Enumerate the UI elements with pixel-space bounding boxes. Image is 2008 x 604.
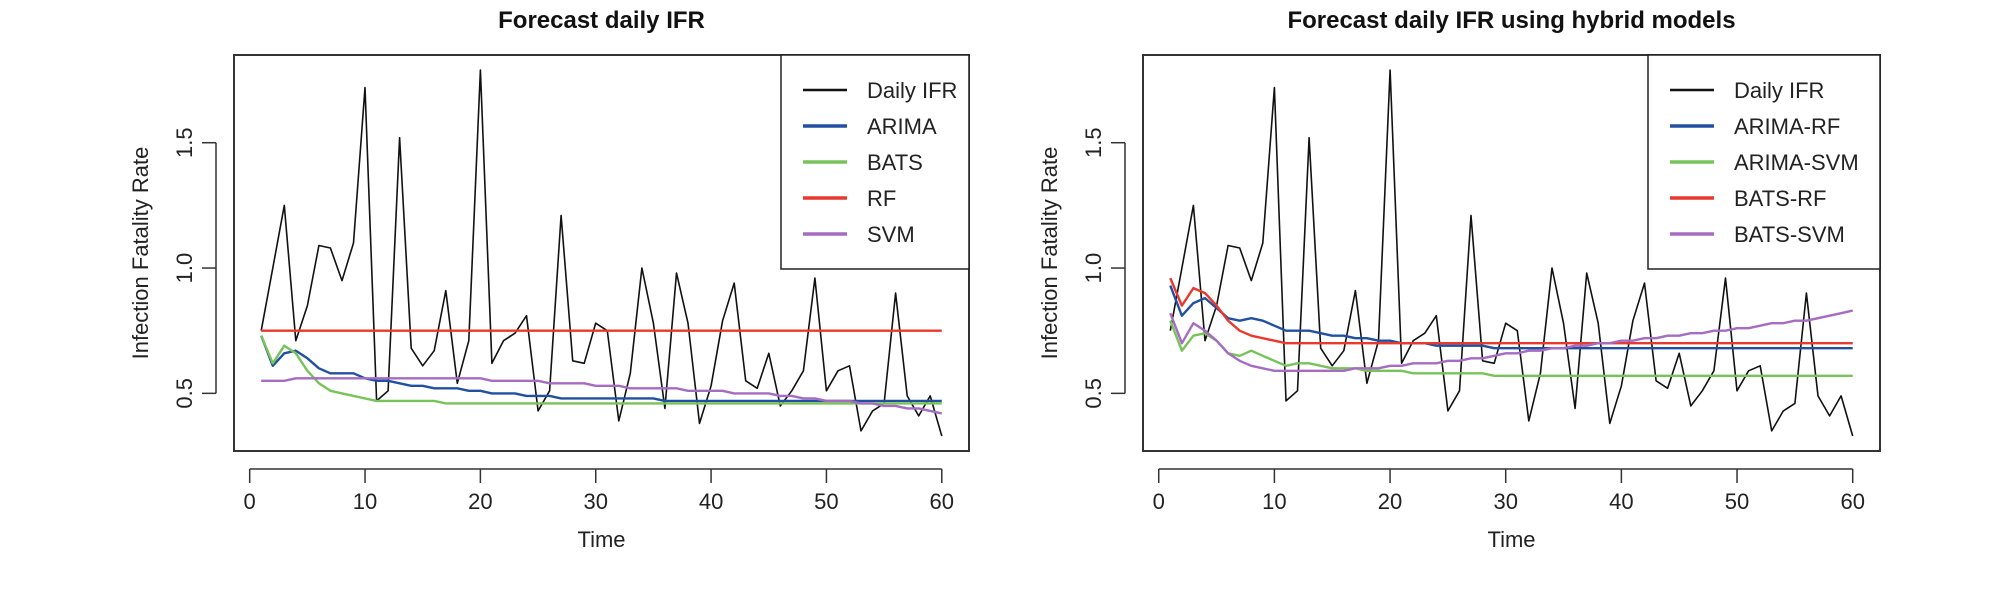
x-tick-label: 60: [1840, 489, 1864, 514]
x-tick-label: 50: [814, 489, 838, 514]
x-axis-label: Time: [577, 527, 625, 552]
y-tick-label: 1.0: [172, 253, 197, 284]
chart-forecast-daily-ifr: Forecast daily IFR 0 10 20 30 40 50 60 Time 0.5 1.…: [128, 7, 970, 552]
x-tick-label: 50: [1725, 489, 1749, 514]
y-axis-label: Infection Fatality Rate: [1037, 147, 1062, 360]
legend-label: SVM: [867, 222, 915, 247]
legend-label: BATS: [867, 150, 923, 175]
y-tick-label: 1.5: [172, 127, 197, 158]
series-line-bats-rf: [1169, 277, 1853, 345]
y-tick-label: 1.5: [1081, 127, 1106, 158]
chart-forecast-hybrid-models: Forecast daily IFR using hybrid models 0 1…: [1037, 7, 1881, 552]
legend: Daily IFR ARIMA-RF ARIMA-SVM BATS-RF BATS-SV…: [1647, 54, 1881, 270]
x-tick-label: 30: [1493, 489, 1517, 514]
y-tick-label: 1.0: [1081, 253, 1106, 284]
series-line-arima: [260, 335, 942, 403]
legend-label: ARIMA: [867, 114, 937, 139]
x-tick-label: 40: [699, 489, 723, 514]
chart-title: Forecast daily IFR: [498, 7, 705, 34]
series-line-bats-svm: [1169, 309, 1853, 372]
series-line-bats: [260, 335, 942, 405]
series-line-daily-ifr: [1169, 69, 1854, 437]
x-tick-label: 60: [930, 489, 954, 514]
x-tick-label: 20: [468, 489, 492, 514]
x-axis-label: Time: [1487, 527, 1535, 552]
series-line-arima-rf: [1169, 285, 1853, 350]
legend: Daily IFR ARIMA BATS RF SVM: [780, 54, 970, 270]
legend-label: Daily IFR: [867, 78, 957, 103]
x-tick-label: 0: [244, 489, 256, 514]
y-tick-label: 0.5: [172, 378, 197, 409]
x-tick-label: 20: [1378, 489, 1402, 514]
y-tick-label: 0.5: [1081, 378, 1106, 409]
legend-label: ARIMA-RF: [1734, 114, 1840, 139]
y-axis-label: Infection Fatality Rate: [128, 147, 153, 360]
series-line-arima-svm: [1169, 320, 1853, 377]
x-tick-label: 30: [583, 489, 607, 514]
chart-title: Forecast daily IFR using hybrid models: [1287, 7, 1735, 34]
legend-label: BATS-SVM: [1734, 222, 1845, 247]
legend-label: RF: [867, 186, 896, 211]
series-line-svm: [261, 377, 943, 415]
series-line-daily-ifr: [260, 69, 943, 437]
legend-label: Daily IFR: [1734, 78, 1824, 103]
x-tick-label: 10: [1262, 489, 1286, 514]
x-tick-label: 10: [353, 489, 377, 514]
x-tick-label: 40: [1609, 489, 1633, 514]
x-tick-label: 0: [1153, 489, 1165, 514]
legend-label: ARIMA-SVM: [1734, 150, 1859, 175]
legend-label: BATS-RF: [1734, 186, 1826, 211]
